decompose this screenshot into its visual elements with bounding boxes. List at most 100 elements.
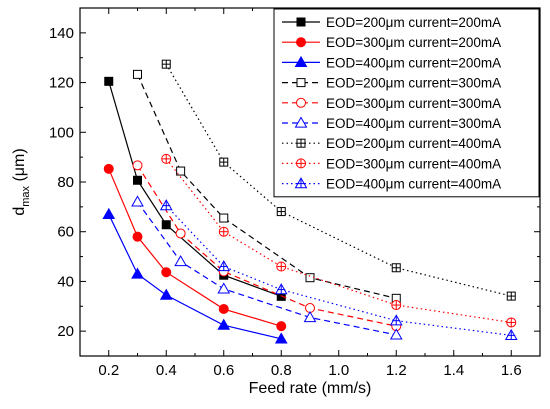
data-point (159, 288, 173, 300)
series-7 (161, 59, 516, 301)
series-6 (131, 195, 403, 340)
data-point (276, 207, 286, 217)
axes: 0.2 0.4 0.6 0.8 1.0 1.2 1.4 1.6 20 40 60 80 100 120 14… (49, 7, 541, 379)
legend-label: EOD=300μm current=400mA (326, 156, 501, 171)
data-point (132, 160, 143, 171)
y-axis-title-main: d (11, 207, 28, 216)
marker-triangle (131, 267, 144, 279)
y-tick-label: 40 (57, 273, 74, 290)
data-point (389, 328, 403, 340)
data-point (132, 231, 143, 242)
marker-triangle (217, 318, 231, 330)
data-point (296, 17, 306, 27)
marker-circle (103, 163, 114, 174)
marker-circle (276, 321, 287, 332)
marker-square (296, 78, 306, 88)
data-point (161, 153, 172, 164)
x-tick-label: 0.6 (213, 362, 234, 379)
data-point (296, 158, 306, 169)
legend-label: EOD=300μm current=300mA (326, 96, 501, 111)
data-point (389, 314, 403, 326)
data-point (131, 267, 144, 279)
legend-label: EOD=400μm current=400mA (326, 177, 501, 192)
data-point (276, 321, 287, 332)
marker-triangle (102, 207, 116, 219)
legend-box (273, 8, 540, 198)
data-point (303, 310, 317, 323)
marker-circle (132, 160, 143, 171)
data-point (276, 261, 287, 272)
data-point (296, 78, 306, 88)
marker-square (133, 175, 142, 185)
series-9 (159, 199, 518, 340)
y-tick-label: 20 (57, 323, 74, 340)
data-point (219, 157, 229, 167)
marker-circle (132, 231, 143, 242)
series-line (108, 168, 282, 327)
legend-item: EOD=200μm current=400mA (282, 136, 501, 151)
data-point (296, 138, 306, 148)
legend-label: EOD=200μm current=200mA (326, 15, 501, 30)
series-5 (132, 160, 402, 332)
x-tick-label: 1.6 (501, 362, 522, 379)
marker-circle (175, 228, 186, 239)
series-line (136, 165, 397, 327)
marker-triangle (294, 55, 308, 68)
x-tick-label: 0.2 (98, 362, 119, 379)
series-line (165, 158, 512, 324)
y-axis-title: dmax (μm) (11, 148, 32, 215)
y-axis-title-sub: max (20, 185, 32, 206)
data-point (133, 175, 142, 185)
x-tick-label: 0.4 (156, 362, 177, 379)
data-point (274, 332, 288, 344)
legend-item: EOD=300μm current=300mA (282, 96, 501, 111)
data-point (218, 304, 229, 315)
marker-circle (296, 37, 306, 48)
legend: EOD=200μm current=200mA EOD=300μm current… (273, 8, 540, 198)
marker-triangle (294, 116, 308, 128)
legend-item: EOD=200μm current=200mA (282, 15, 501, 30)
data-point (294, 177, 308, 189)
data-point (104, 76, 114, 86)
series-layer (102, 59, 518, 344)
data-point (274, 283, 288, 295)
y-axis-title-unit: (μm) (11, 148, 28, 186)
data-point (506, 317, 517, 328)
data-point (294, 55, 308, 68)
marker-circle (218, 304, 229, 315)
marker-triangle (303, 310, 317, 323)
data-point (176, 166, 186, 176)
y-tick-label: 100 (49, 124, 74, 141)
data-point (217, 282, 231, 294)
x-axis-title: Feed rate (mm/s) (249, 380, 372, 397)
data-point (103, 163, 114, 174)
x-tick-label: 1.4 (443, 362, 464, 379)
data-point (159, 199, 173, 211)
marker-triangle (217, 282, 231, 294)
marker-square (305, 273, 315, 283)
legend-item: EOD=200μm current=300mA (282, 76, 501, 91)
marker-triangle (274, 332, 288, 344)
legend-label: EOD=200μm current=300mA (326, 76, 501, 91)
data-point (391, 263, 401, 273)
series-3 (102, 207, 288, 344)
data-point (218, 226, 229, 237)
legend-label: EOD=200μm current=400mA (326, 136, 501, 151)
marker-square (104, 76, 114, 86)
series-line (136, 74, 397, 299)
legend-label: EOD=400μm current=200mA (326, 55, 501, 70)
legend-item: EOD=400μm current=400mA (282, 177, 501, 192)
legend-item: EOD=300μm current=400mA (282, 156, 501, 171)
series-2 (103, 163, 287, 332)
data-point (174, 255, 187, 267)
series-8 (161, 153, 517, 328)
marker-triangle (389, 328, 403, 340)
data-point (161, 59, 171, 69)
data-point (217, 260, 231, 272)
data-point (504, 328, 518, 340)
marker-triangle (131, 195, 144, 207)
data-point (296, 97, 306, 108)
marker-square (161, 220, 171, 230)
series-line (137, 201, 397, 336)
